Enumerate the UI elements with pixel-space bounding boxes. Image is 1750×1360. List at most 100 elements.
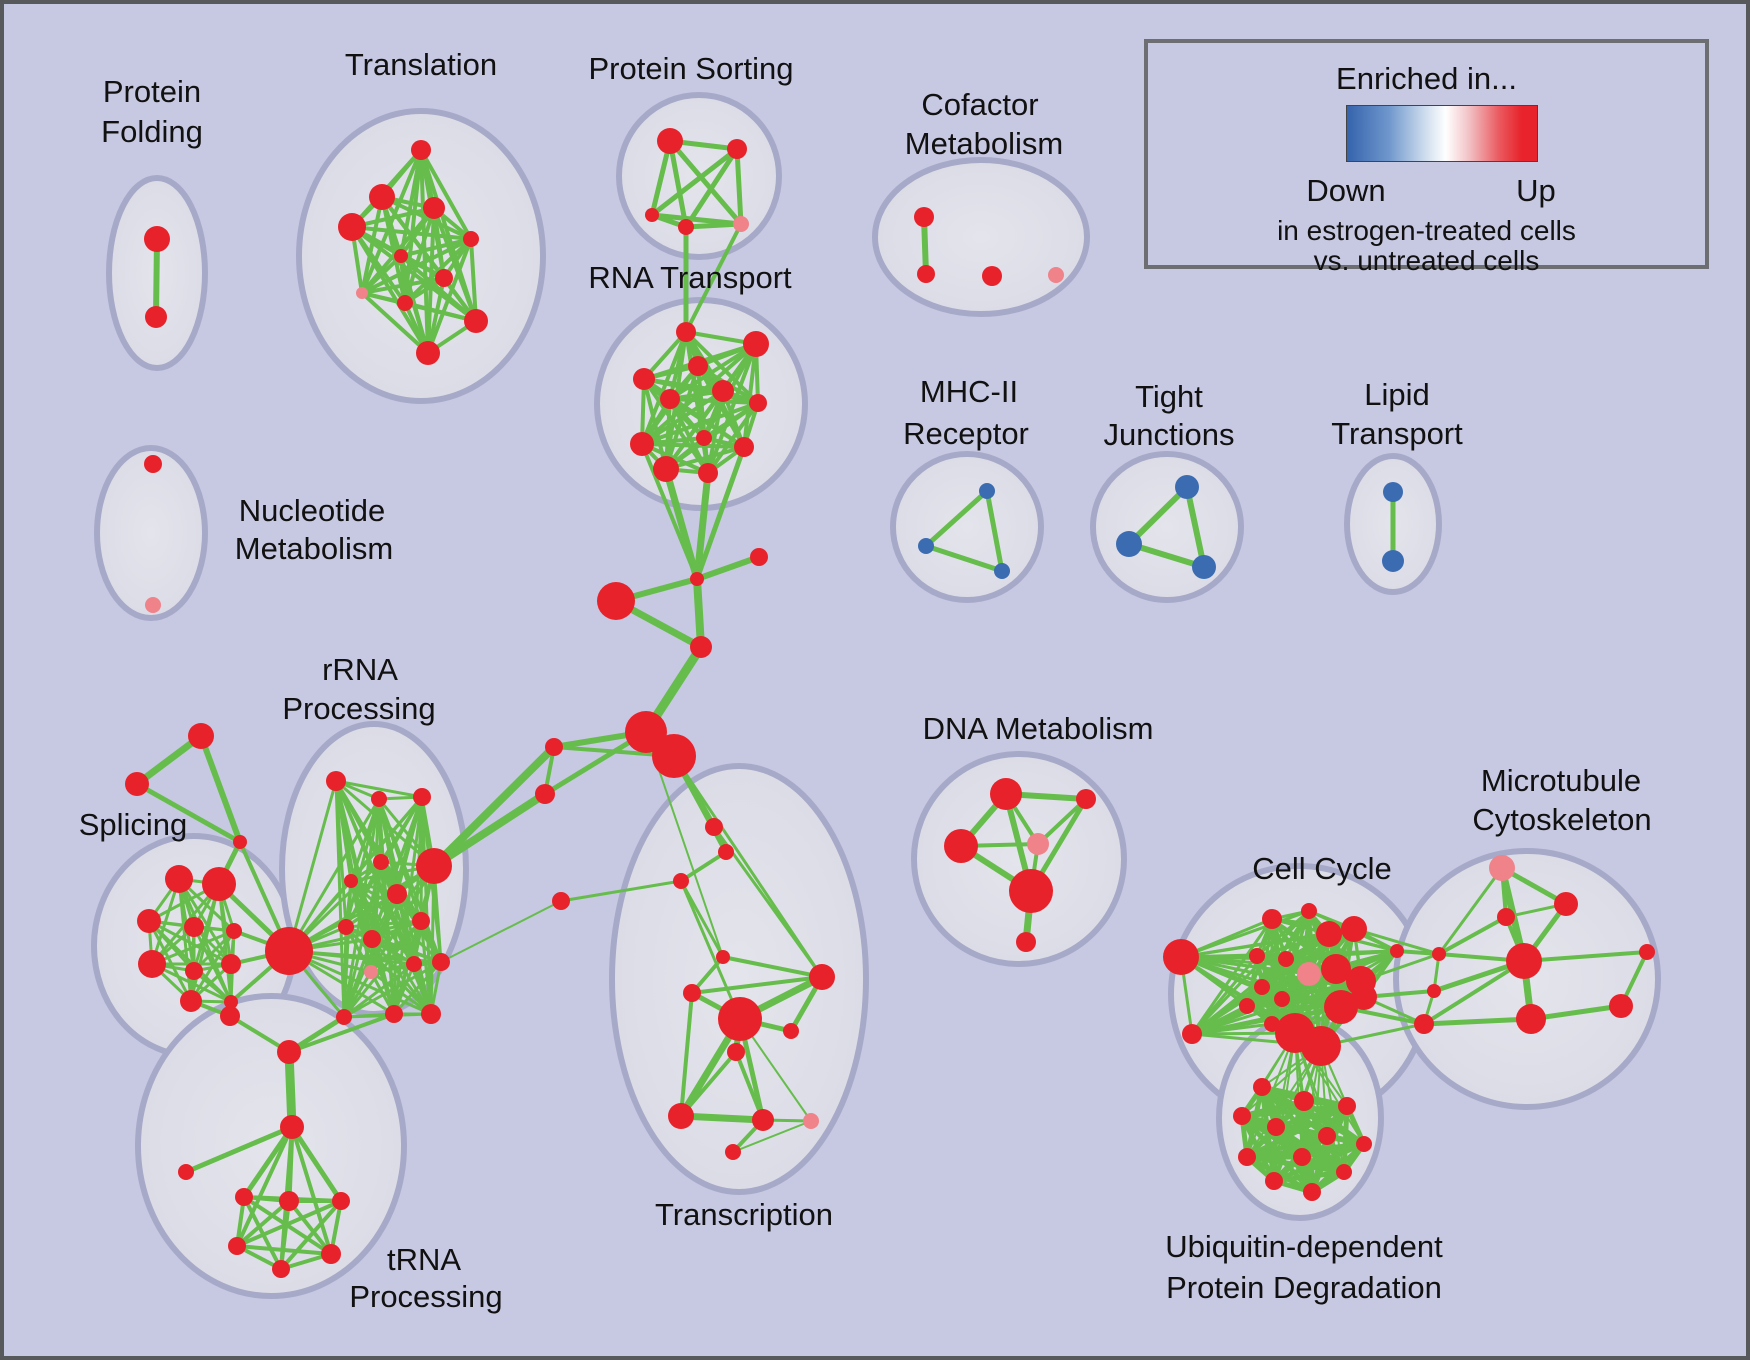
gene-set-node[interactable] [145,306,167,328]
gene-set-node[interactable] [1048,267,1064,283]
gene-set-node[interactable] [1027,833,1049,855]
gene-set-node[interactable] [683,984,701,1002]
gene-set-node[interactable] [733,216,749,232]
gene-set-node[interactable] [917,265,935,283]
gene-set-node[interactable] [1254,979,1270,995]
gene-set-node[interactable] [188,723,214,749]
gene-set-node[interactable] [1324,990,1358,1024]
gene-set-node[interactable] [645,208,659,222]
gene-set-node[interactable] [698,463,718,483]
gene-set-node[interactable] [1297,962,1321,986]
gene-set-node[interactable] [734,437,754,457]
gene-set-node[interactable] [750,548,768,566]
gene-set-node[interactable] [990,778,1022,810]
gene-set-node[interactable] [1238,1148,1256,1166]
gene-set-node[interactable] [727,1043,745,1061]
gene-set-node[interactable] [657,128,683,154]
gene-set-node[interactable] [180,990,202,1012]
gene-set-node[interactable] [803,1113,819,1129]
gene-set-node[interactable] [326,771,346,791]
gene-set-node[interactable] [944,829,978,863]
gene-set-node[interactable] [1192,555,1216,579]
gene-set-node[interactable] [690,572,704,586]
gene-set-node[interactable] [228,1237,246,1255]
gene-set-node[interactable] [1233,1107,1251,1125]
gene-set-node[interactable] [144,226,170,252]
gene-set-node[interactable] [1336,1164,1352,1180]
gene-set-node[interactable] [413,788,431,806]
gene-set-node[interactable] [279,1191,299,1211]
gene-set-node[interactable] [332,1192,350,1210]
gene-set-node[interactable] [1639,944,1655,960]
gene-set-node[interactable] [1274,991,1290,1007]
gene-set-node[interactable] [1253,1078,1271,1096]
gene-set-node[interactable] [356,287,368,299]
gene-set-node[interactable] [220,1006,240,1026]
gene-set-node[interactable] [432,953,450,971]
gene-set-node[interactable] [673,873,689,889]
gene-set-node[interactable] [1497,908,1515,926]
gene-set-node[interactable] [982,266,1002,286]
gene-set-node[interactable] [1383,482,1403,502]
gene-set-node[interactable] [1318,1127,1336,1145]
gene-set-node[interactable] [994,563,1010,579]
gene-set-node[interactable] [344,874,358,888]
gene-set-node[interactable] [226,923,242,939]
gene-set-node[interactable] [718,997,762,1041]
gene-set-node[interactable] [406,956,422,972]
gene-set-node[interactable] [416,341,440,365]
gene-set-node[interactable] [660,389,680,409]
gene-set-node[interactable] [1076,789,1096,809]
gene-set-node[interactable] [1301,903,1317,919]
gene-set-node[interactable] [653,456,679,482]
gene-set-node[interactable] [435,269,453,287]
gene-set-node[interactable] [1265,1172,1283,1190]
gene-set-node[interactable] [545,738,563,756]
gene-set-node[interactable] [1609,994,1633,1018]
gene-set-node[interactable] [178,1164,194,1180]
gene-set-node[interactable] [783,1023,799,1039]
gene-set-node[interactable] [385,1005,403,1023]
gene-set-node[interactable] [235,1188,253,1206]
gene-set-node[interactable] [1341,916,1367,942]
gene-set-node[interactable] [1427,984,1441,998]
gene-set-node[interactable] [137,909,161,933]
gene-set-node[interactable] [1116,531,1142,557]
gene-set-node[interactable] [712,380,734,402]
gene-set-node[interactable] [652,734,696,778]
gene-set-node[interactable] [423,197,445,219]
gene-set-node[interactable] [1338,1097,1356,1115]
gene-set-node[interactable] [597,582,635,620]
gene-set-node[interactable] [277,1040,301,1064]
gene-set-node[interactable] [1414,1014,1434,1034]
gene-set-node[interactable] [752,1109,774,1131]
gene-set-node[interactable] [1267,1118,1285,1136]
gene-set-node[interactable] [369,184,395,210]
gene-set-node[interactable] [265,927,313,975]
gene-set-node[interactable] [696,430,712,446]
gene-set-node[interactable] [688,356,708,376]
gene-set-node[interactable] [1356,1136,1372,1152]
gene-set-node[interactable] [633,368,655,390]
gene-set-node[interactable] [411,140,431,160]
gene-set-node[interactable] [144,455,162,473]
gene-set-node[interactable] [1293,1148,1311,1166]
gene-set-node[interactable] [676,322,696,342]
gene-set-node[interactable] [1016,932,1036,952]
gene-set-node[interactable] [272,1260,290,1278]
gene-set-node[interactable] [1516,1004,1546,1034]
gene-set-node[interactable] [1262,909,1282,929]
gene-set-node[interactable] [914,207,934,227]
gene-set-node[interactable] [336,1009,352,1025]
gene-set-node[interactable] [1175,475,1199,499]
gene-set-node[interactable] [725,1144,741,1160]
gene-set-node[interactable] [1163,939,1199,975]
gene-set-node[interactable] [1554,892,1578,916]
gene-set-node[interactable] [165,865,193,893]
gene-set-node[interactable] [394,249,408,263]
gene-set-node[interactable] [1303,1183,1321,1201]
gene-set-node[interactable] [125,772,149,796]
gene-set-node[interactable] [1506,943,1542,979]
gene-set-node[interactable] [1316,921,1342,947]
gene-set-node[interactable] [1301,1026,1341,1066]
